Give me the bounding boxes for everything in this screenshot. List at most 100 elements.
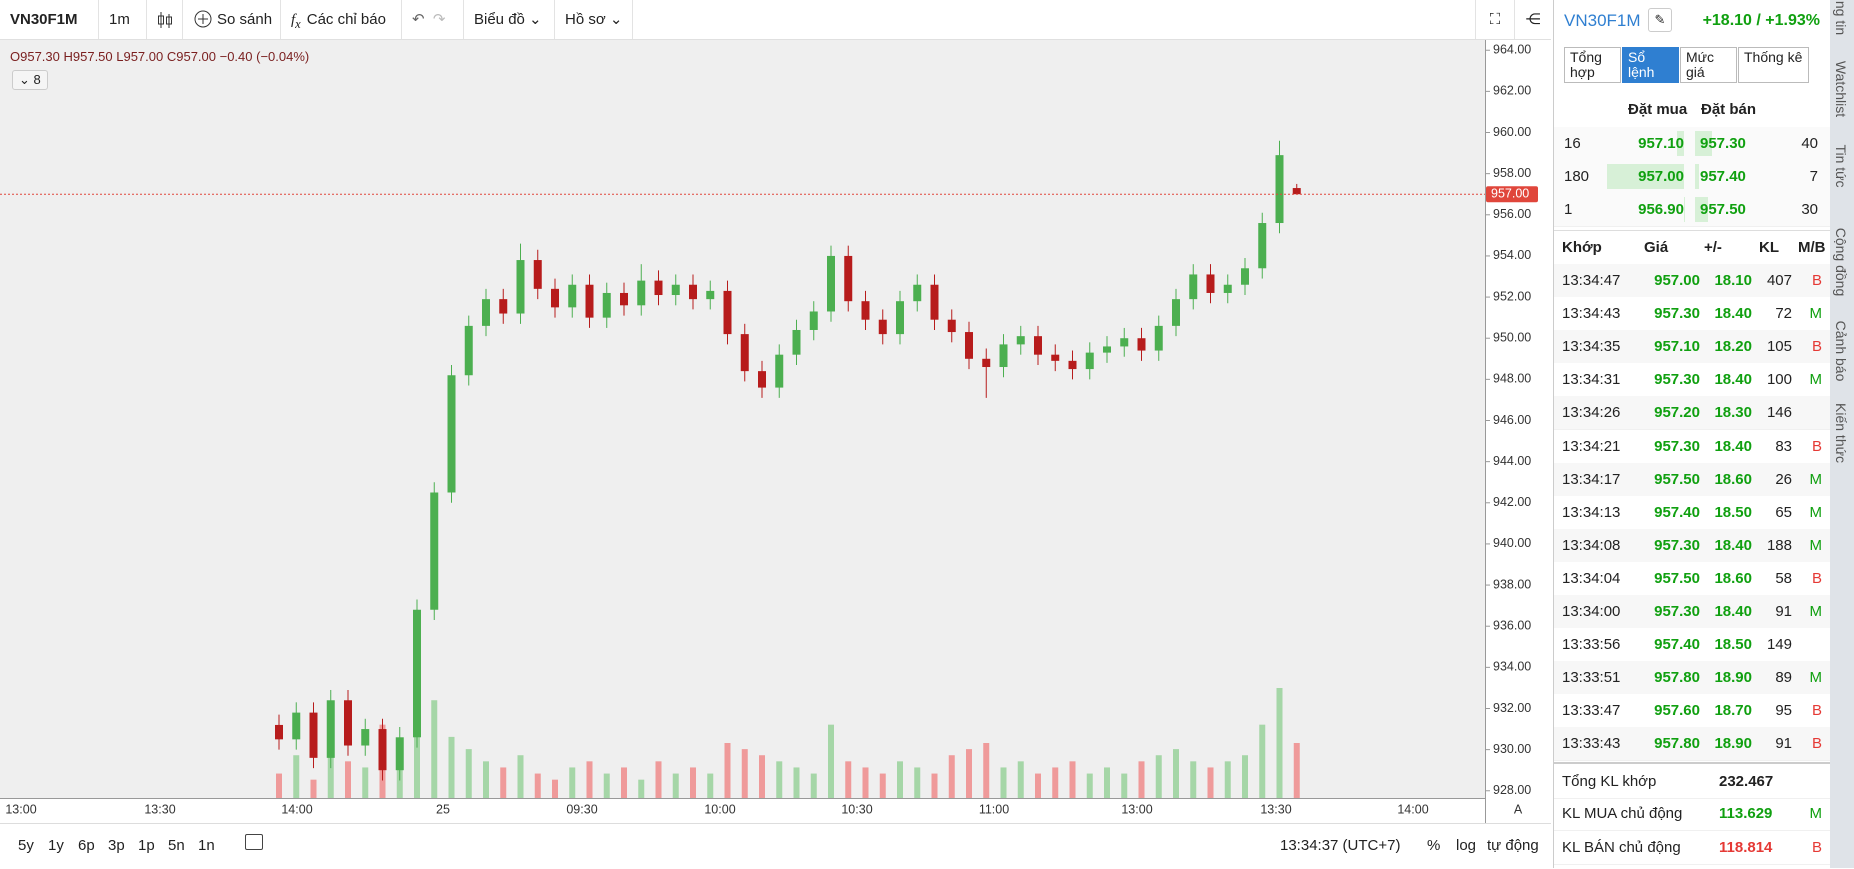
fullscreen-button[interactable]: ⛶ (1475, 0, 1515, 39)
panel-tab[interactable]: Mức giá (1680, 47, 1737, 83)
clock: 13:34:37 (UTC+7) (1280, 837, 1400, 854)
side-tab[interactable]: Kiến thức (1833, 403, 1849, 463)
y-tick-label: 958.00 (1493, 166, 1531, 180)
log-button[interactable]: log (1456, 837, 1476, 854)
volume-bar (1294, 743, 1300, 798)
auto-button[interactable]: tự động (1487, 837, 1539, 854)
volume-bar (449, 737, 455, 798)
share-button[interactable]: ⋲ (1515, 0, 1551, 39)
profile-label: Hồ sơ (565, 11, 606, 28)
panel-tab[interactable]: Sổ lệnh (1622, 47, 1679, 83)
trades-header-cell: M/B (1798, 239, 1826, 256)
volume-bar (707, 774, 713, 798)
range-button[interactable]: 1p (138, 837, 155, 854)
date-range-icon[interactable] (245, 834, 263, 850)
panel-tab[interactable]: Thống kê (1738, 47, 1809, 83)
trade-change: 18.50 (1714, 504, 1752, 521)
side-tab[interactable]: Cảnh báo (1833, 321, 1849, 382)
candle-body (586, 285, 594, 318)
panel-change: +18.10 / +1.93% (1703, 12, 1820, 30)
trade-change: 18.30 (1714, 404, 1752, 421)
indicator-count[interactable]: ⌄ 8 (12, 70, 48, 90)
volume-bar (1242, 755, 1248, 798)
trade-time: 13:34:26 (1562, 404, 1620, 421)
edit-button[interactable]: ✎ (1648, 8, 1672, 32)
trade-side: B (1812, 438, 1822, 455)
range-button[interactable]: 1n (198, 837, 215, 854)
candle-body (1017, 336, 1025, 344)
volume-bar (638, 780, 644, 798)
trade-side: M (1810, 504, 1823, 521)
trade-side: M (1810, 371, 1823, 388)
bid-qty: 16 (1564, 135, 1581, 152)
volume-bar (863, 767, 869, 798)
symbol[interactable]: VN30F1M (0, 0, 99, 39)
interval-button[interactable]: 1m (99, 0, 147, 39)
candle-body (706, 291, 714, 299)
trades-header-cell: Khớp (1562, 239, 1602, 256)
volume-bar (569, 767, 575, 798)
volume-bar (1208, 767, 1214, 798)
bottom-bar: 5y 1y 6p 3p 1p 5n 1n 13:34:37 (UTC+7)% log tự độn… (0, 823, 1551, 869)
y-tick-label: 946.00 (1493, 413, 1531, 427)
ohlc-legend: O957.30 H957.50 L957.00 C957.00 −0.40 (−… (10, 49, 309, 64)
range-button[interactable]: 5n (168, 837, 185, 854)
axis-button[interactable]: A (1514, 802, 1523, 816)
candle-body (1241, 268, 1249, 284)
range-button[interactable]: 3p (108, 837, 125, 854)
candle-body (844, 256, 852, 301)
x-tick-label: 14:00 (1397, 802, 1428, 816)
compare-label: So sánh (217, 11, 272, 28)
trade-volume: 149 (1767, 636, 1792, 653)
y-tick-label: 940.00 (1493, 536, 1531, 550)
side-tab[interactable]: ng tin (1833, 1, 1849, 35)
panel-tab[interactable]: Tổng hợp (1564, 47, 1621, 83)
candle-body (1155, 326, 1163, 351)
trade-time: 13:34:47 (1562, 272, 1620, 289)
chart-menu[interactable]: Biểu đồ ⌄ (464, 0, 555, 39)
y-tick-label: 938.00 (1493, 577, 1531, 591)
side-tabs: ng tin Watchlist Tin tức Cộng đồng Cảnh báo K… (1830, 0, 1854, 868)
bid-qty: 1 (1564, 201, 1572, 218)
undo-redo[interactable]: ↶ ↷ (402, 0, 464, 39)
side-tab[interactable]: Tin tức (1833, 144, 1849, 187)
candle-body (517, 260, 525, 313)
candle-body (534, 260, 542, 289)
volume-bar (1070, 761, 1076, 798)
indicators-label: Các chỉ báo (307, 11, 386, 28)
trade-price: 957.30 (1654, 603, 1700, 620)
volume-bar (604, 774, 610, 798)
candle-body (793, 330, 801, 355)
range-button[interactable]: 5y (18, 837, 34, 854)
candle-body (827, 256, 835, 312)
candle-body (396, 737, 404, 770)
volume-bar (949, 755, 955, 798)
y-tick-label: 962.00 (1493, 84, 1531, 98)
range-button[interactable]: 1y (48, 837, 64, 854)
trade-change: 18.20 (1714, 338, 1752, 355)
x-tick-label: 13:00 (1121, 802, 1152, 816)
chart-type-button[interactable] (147, 0, 183, 39)
candle-body (1224, 285, 1232, 293)
volume-bar (293, 755, 299, 798)
candle-icon (157, 10, 173, 30)
side-tab[interactable]: Cộng đồng (1833, 228, 1849, 297)
side-tab[interactable]: Watchlist (1833, 61, 1849, 117)
y-tick-label: 950.00 (1493, 331, 1531, 345)
profile-menu[interactable]: Hồ sơ ⌄ (555, 0, 633, 39)
range-button[interactable]: 6p (78, 837, 95, 854)
compare-button[interactable]: So sánh (183, 0, 281, 39)
trade-side: B (1812, 338, 1822, 355)
percent-button[interactable]: % (1427, 837, 1440, 854)
volume-bar (1173, 749, 1179, 798)
candle-body (1172, 299, 1180, 326)
trade-change: 18.60 (1714, 471, 1752, 488)
